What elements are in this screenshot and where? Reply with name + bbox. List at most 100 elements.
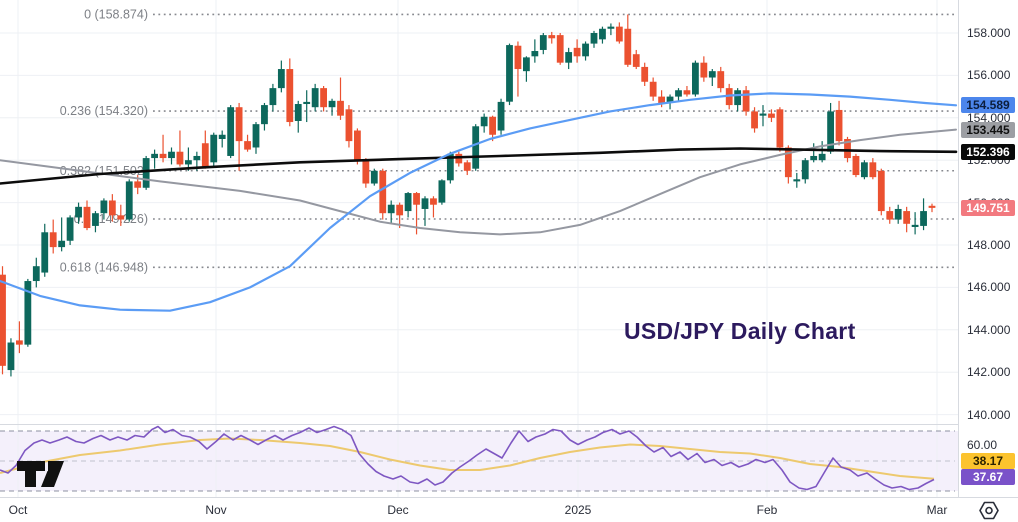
price-tick: 144.000 [967,322,1011,337]
candle-body [548,35,556,39]
candle-body [210,134,218,163]
candle-body [818,153,826,161]
candle-body [83,206,91,229]
candle-body [430,198,437,205]
candle-body [827,111,834,152]
candle-body [159,153,167,159]
candle-body [108,200,116,216]
time-label-Mar: Mar [926,503,948,517]
candlestick-series [0,14,936,377]
price-tick: 148.000 [967,238,1011,252]
time-axis[interactable]: Oct Nov Dec 2025 Feb Mar [0,497,1018,522]
candle-body [387,204,395,214]
candle-body [354,130,361,161]
candle-body [632,54,640,67]
candle-body [92,213,99,226]
candle-body [7,342,15,371]
candle-body [370,170,378,184]
candle-body [75,206,82,218]
candle-body [125,181,133,220]
candle-body [320,88,327,108]
price-label-149.751: 149.751 [961,199,1015,216]
candle-body [396,204,404,216]
fib-level-label: 0.236 (154.320) [60,104,148,118]
candle-body [886,211,894,220]
candle-body [218,134,226,139]
candle-body [134,181,142,188]
candle-body [801,160,809,180]
candle-body [920,211,927,226]
price-pane[interactable]: 0 (158.874) 0.236 (154.320) 0.382 (151.502… [0,0,958,424]
candle-body [227,107,235,156]
candle-body [641,66,649,82]
candle-body [277,69,285,89]
candle-body [269,88,277,106]
candle-body [362,160,370,184]
rsi-ma-yellow-line [0,437,935,480]
price-tick: 156.000 [967,68,1011,83]
candle-body [0,274,6,366]
time-label-2025: 2025 [564,503,592,517]
candle-body [793,179,801,182]
candle-body [49,232,57,248]
candle-body [573,47,581,57]
rsi-ma-value-label: 38.17 [961,453,1015,469]
candle-body [201,143,209,167]
candle-body [869,162,877,178]
candle-body [894,208,902,220]
candle-body [328,100,336,108]
candle-body [835,109,843,142]
candle-body [506,45,513,102]
candle-body [615,26,623,42]
candle-body [877,170,885,212]
rsi-pane[interactable] [0,424,958,497]
fib-level-label: 0.618 (146.948) [60,260,148,274]
candle-body [168,151,175,159]
candle-body [599,28,606,40]
candle-body [911,224,919,227]
candle-body [455,153,463,164]
ma-blue-line [0,92,958,312]
price-axis[interactable]: 158.000156.000154.000152.000150.000148.0… [958,0,1018,522]
price-tick: 146.000 [967,280,1011,295]
candle-body [16,340,23,345]
candle-body [708,71,716,78]
rsi-value-label: 37.67 [961,469,1015,485]
candle-body [624,28,632,65]
candle-body [523,57,530,72]
candle-body [244,141,251,150]
candle-body [176,151,184,165]
candle-body [413,193,420,205]
price-tick: 140.000 [967,407,1011,422]
candle-body [235,107,243,142]
candle-body [649,81,657,97]
candle-body [303,101,311,105]
fib-level-label: 0.382 (151.502) [60,164,148,178]
fib-level-label: 0 (158.874) [84,7,148,21]
candle-body [590,33,598,44]
candle-body [666,96,674,103]
candle-body [861,162,868,178]
candle-body [379,170,387,214]
candle-body [497,101,505,131]
candle-body [24,281,32,345]
candle-body [784,147,792,178]
candle-body [658,96,665,103]
time-label-Nov: Nov [205,503,227,517]
price-label-152.396: 152.396 [961,143,1015,160]
chart-title: USD/JPY Daily Chart [624,318,856,344]
tradingview-logo [16,458,66,495]
candle-body [751,111,758,129]
candle-body [565,52,573,63]
candle-body [142,158,150,188]
candle-body [117,215,125,220]
candle-body [41,232,49,273]
settings-gear-icon[interactable] [976,500,1002,522]
candle-body [286,69,294,123]
time-label-Oct: Oct [8,503,28,517]
candle-body [100,200,108,214]
candle-body [252,124,260,148]
candle-body [683,90,691,95]
candle-body [742,90,750,112]
candle-body [32,266,40,282]
